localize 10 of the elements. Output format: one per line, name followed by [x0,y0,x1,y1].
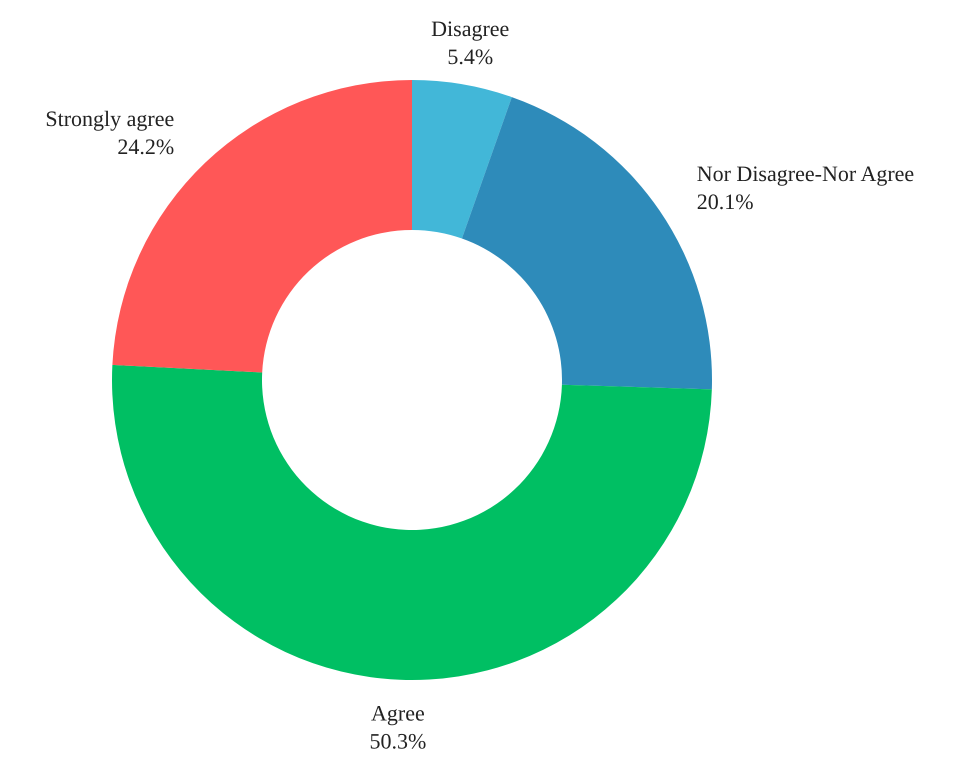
donut-slice [112,364,712,680]
data-label: 24.2% [117,134,174,159]
slice-label: Disagree [431,16,510,41]
slice-label: Nor Disagree-Nor Agree [696,161,914,186]
data-label: 20.1% [696,189,754,214]
donut-slice [412,80,512,239]
data-label: 5.4% [447,44,494,69]
data-label: 50.3% [370,728,426,754]
slice-label: Strongly agree [45,106,174,131]
slice-label: Agree [371,700,425,726]
